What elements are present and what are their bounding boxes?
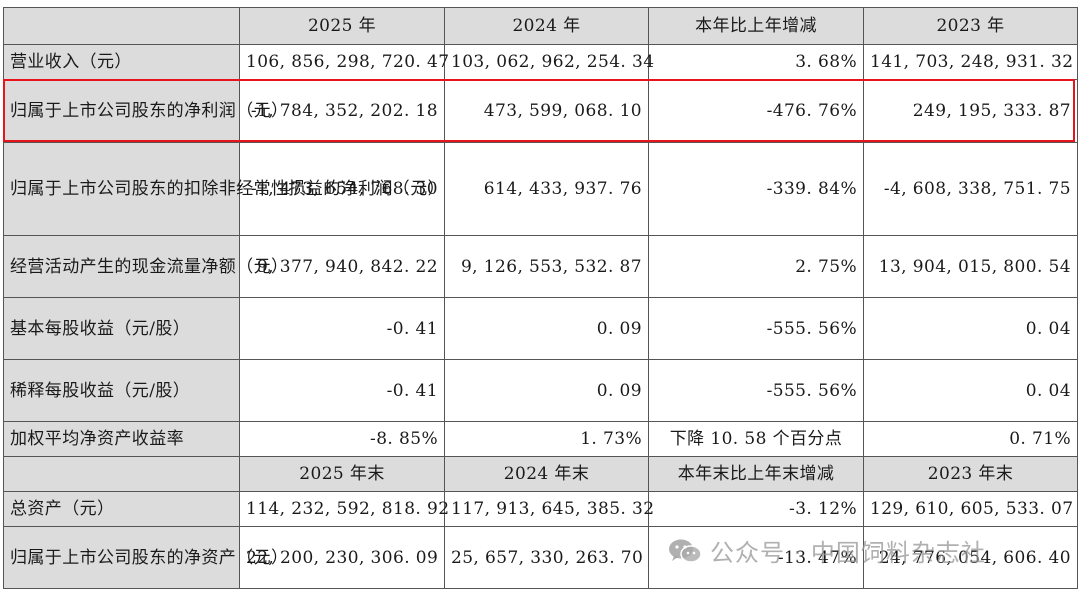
value-2025: -0. 41 — [239, 359, 445, 422]
header-cell-blank — [3, 7, 240, 45]
value-2023: 141, 703, 248, 931. 32 — [863, 44, 1078, 80]
value-2024: 614, 433, 937. 76 — [444, 142, 649, 236]
value-2023: -4, 608, 338, 751. 75 — [863, 142, 1078, 236]
header-cell-change-end: 本年末比上年末增减 — [648, 456, 864, 492]
row-label: 总资产（元） — [3, 491, 240, 527]
table-row: 基本每股收益（元/股） -0. 41 0. 09 -555. 56% 0. 04 — [3, 297, 1078, 360]
value-2023: 0. 04 — [863, 359, 1078, 422]
financial-table: 2025 年 2024 年 本年比上年增减 2023 年 营业收入（元） 106… — [3, 7, 1078, 589]
header-cell-2023-end: 2023 年末 — [863, 456, 1078, 492]
value-2024: 0. 09 — [444, 297, 649, 360]
row-label: 基本每股收益（元/股） — [3, 297, 240, 360]
value-change: -339. 84% — [648, 142, 864, 236]
table-row: 营业收入（元） 106, 856, 298, 720. 47 103, 062,… — [3, 44, 1078, 80]
value-change: -3. 12% — [648, 491, 864, 527]
header-cell-2024-end: 2024 年末 — [444, 456, 649, 492]
wechat-icon — [668, 538, 702, 564]
table-row: 归属于上市公司股东的扣除非经常性损益的净利润（元） -1, 473, 654, … — [3, 142, 1078, 236]
row-label: 归属于上市公司股东的净利润（元） — [3, 79, 288, 143]
table-row: 加权平均净资产收益率 -8. 85% 1. 73% 下降 10. 58 个百分点… — [3, 421, 1078, 457]
table-row: 总资产（元） 114, 232, 592, 818. 92 117, 913, … — [3, 491, 1078, 527]
watermark: 公众号 · 中国饲料杂志社 — [668, 533, 986, 568]
value-2024: 0. 09 — [444, 359, 649, 422]
header-cell-change: 本年比上年增减 — [648, 7, 864, 45]
value-2023: 24, 776, 054, 606. 40 — [863, 526, 1078, 589]
value-change: 2. 75% — [648, 235, 864, 298]
value-change: -555. 56% — [648, 359, 864, 422]
value-change: 3. 68% — [648, 44, 864, 80]
value-2025: 106, 856, 298, 720. 47 — [239, 44, 449, 80]
row-label: 归属于上市公司股东的扣除非经常性损益的净利润（元） — [3, 142, 445, 236]
header-row-year-end: 2025 年末 2024 年末 本年末比上年末增减 2023 年末 — [3, 456, 1078, 492]
value-2023: 13, 904, 015, 800. 54 — [863, 235, 1078, 298]
watermark-text: 公众号 · 中国饲料杂志社 — [710, 539, 986, 567]
header-cell-2024: 2024 年 — [444, 7, 649, 45]
value-change: -476. 76% — [648, 79, 864, 143]
table-row: 稀释每股收益（元/股） -0. 41 0. 09 -555. 56% 0. 04 — [3, 359, 1078, 422]
value-2023: 249, 195, 333. 87 — [863, 79, 1078, 143]
header-cell-blank — [3, 456, 240, 492]
table-row: 归属于上市公司股东的净利润（元） -1, 784, 352, 202. 18 4… — [3, 79, 1078, 143]
value-2024: 25, 657, 330, 263. 70 — [444, 526, 649, 589]
value-2025: 9, 377, 940, 842. 22 — [239, 235, 445, 298]
value-2024: 1. 73% — [444, 421, 649, 457]
header-cell-2023: 2023 年 — [863, 7, 1078, 45]
table-row: 经营活动产生的现金流量净额（元） 9, 377, 940, 842. 22 9,… — [3, 235, 1078, 298]
row-label: 经营活动产生的现金流量净额（元） — [3, 235, 288, 298]
value-2025: 114, 232, 592, 818. 92 — [239, 491, 449, 527]
row-label: 归属于上市公司股东的净资产（元） — [3, 526, 288, 589]
value-2023: 129, 610, 605, 533. 07 — [863, 491, 1078, 527]
value-2023: 0. 04 — [863, 297, 1078, 360]
value-2025: -1, 784, 352, 202. 18 — [239, 79, 445, 143]
value-2024: 9, 126, 553, 532. 87 — [444, 235, 649, 298]
value-2025: 22, 200, 230, 306. 09 — [239, 526, 445, 589]
row-label: 加权平均净资产收益率 — [3, 421, 240, 457]
row-label: 营业收入（元） — [3, 44, 240, 80]
header-cell-2025-end: 2025 年末 — [239, 456, 445, 492]
value-2024: 103, 062, 962, 254. 34 — [444, 44, 654, 80]
value-2025: -0. 41 — [239, 297, 445, 360]
value-2025: -1, 473, 654, 768. 30 — [239, 142, 445, 236]
value-2023: 0. 71% — [863, 421, 1078, 457]
header-cell-2025: 2025 年 — [239, 7, 445, 45]
value-2024: 473, 599, 068. 10 — [444, 79, 649, 143]
value-change: -555. 56% — [648, 297, 864, 360]
row-label: 稀释每股收益（元/股） — [3, 359, 240, 422]
value-2024: 117, 913, 645, 385. 32 — [444, 491, 654, 527]
header-row-annual: 2025 年 2024 年 本年比上年增减 2023 年 — [3, 7, 1078, 45]
value-change: 下降 10. 58 个百分点 — [648, 421, 864, 457]
value-2025: -8. 85% — [239, 421, 445, 457]
